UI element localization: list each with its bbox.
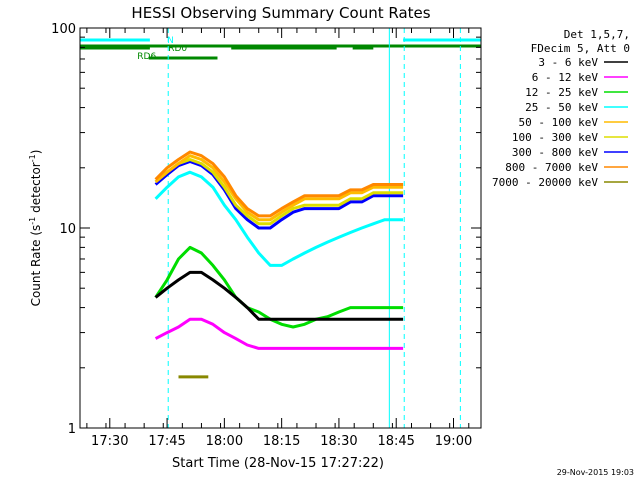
x-tick-label: 18:00 [206, 434, 243, 449]
legend-label: 100 - 300 keV [512, 131, 598, 144]
rd0-flag-label: RD0 [168, 44, 187, 54]
footer-date: 29-Nov-2015 19:03 [557, 468, 634, 477]
legend: Det 1,5,7,FDecim 5, Att 03 - 6 keV 6 - 12… [492, 28, 630, 189]
y-axis-label: Count Rate (s-1 detector-1) [28, 150, 43, 307]
legend-header: FDecim 5, Att 0 [531, 42, 630, 55]
x-tick-label: 17:30 [91, 434, 128, 449]
legend-label: 7000 - 20000 keV [492, 176, 598, 189]
series-line [154, 245, 404, 329]
x-tick-label: 17:45 [148, 434, 185, 449]
axes-layer: 1 10 100 17:30 17:45 18:00 18:15 18:30 18:45 19:0… [51, 22, 482, 449]
legend-label: 800 - 7000 keV [505, 161, 598, 174]
legend-header: Det 1,5,7, [564, 28, 630, 41]
y-axis-label-exp2: -1 [28, 154, 37, 162]
legend-label: 3 - 6 keV [538, 56, 598, 69]
series-line [154, 317, 404, 350]
y-axis-label-main: Count Rate (s [29, 225, 43, 307]
series-line [154, 150, 404, 218]
series-line [154, 170, 404, 267]
chart-title: HESSI Observing Summary Count Rates [131, 4, 430, 22]
x-tick-label: 18:15 [263, 434, 300, 449]
legend-label: 50 - 100 keV [519, 116, 599, 129]
legend-label: 300 - 800 keV [512, 146, 598, 159]
legend-label: 25 - 50 keV [525, 101, 598, 114]
legend-label: 12 - 25 keV [525, 86, 598, 99]
series-line [154, 270, 404, 321]
y-axis-label-mid: detector [29, 162, 43, 217]
x-tick-label: 19:00 [435, 434, 472, 449]
x-axis-label: Start Time (28-Nov-15 17:27:22) [172, 456, 384, 471]
series-line [154, 154, 404, 222]
plot-frame [79, 27, 482, 429]
night-flag-label: N [167, 36, 174, 46]
legend-label: 6 - 12 keV [532, 71, 599, 84]
series-line [154, 160, 404, 230]
y-tick-label: 10 [59, 222, 76, 237]
y-axis-label-exp1: -1 [28, 217, 37, 225]
y-tick-label: 1 [68, 422, 76, 437]
series-line [154, 158, 404, 226]
y-axis-label-end: ) [29, 150, 43, 155]
rd6-flag-label: RD6 [137, 52, 156, 62]
y-tick-label: 100 [51, 22, 76, 37]
x-tick-label: 18:30 [320, 434, 357, 449]
x-tick-label: 18:45 [377, 434, 414, 449]
series-layer [154, 150, 404, 379]
